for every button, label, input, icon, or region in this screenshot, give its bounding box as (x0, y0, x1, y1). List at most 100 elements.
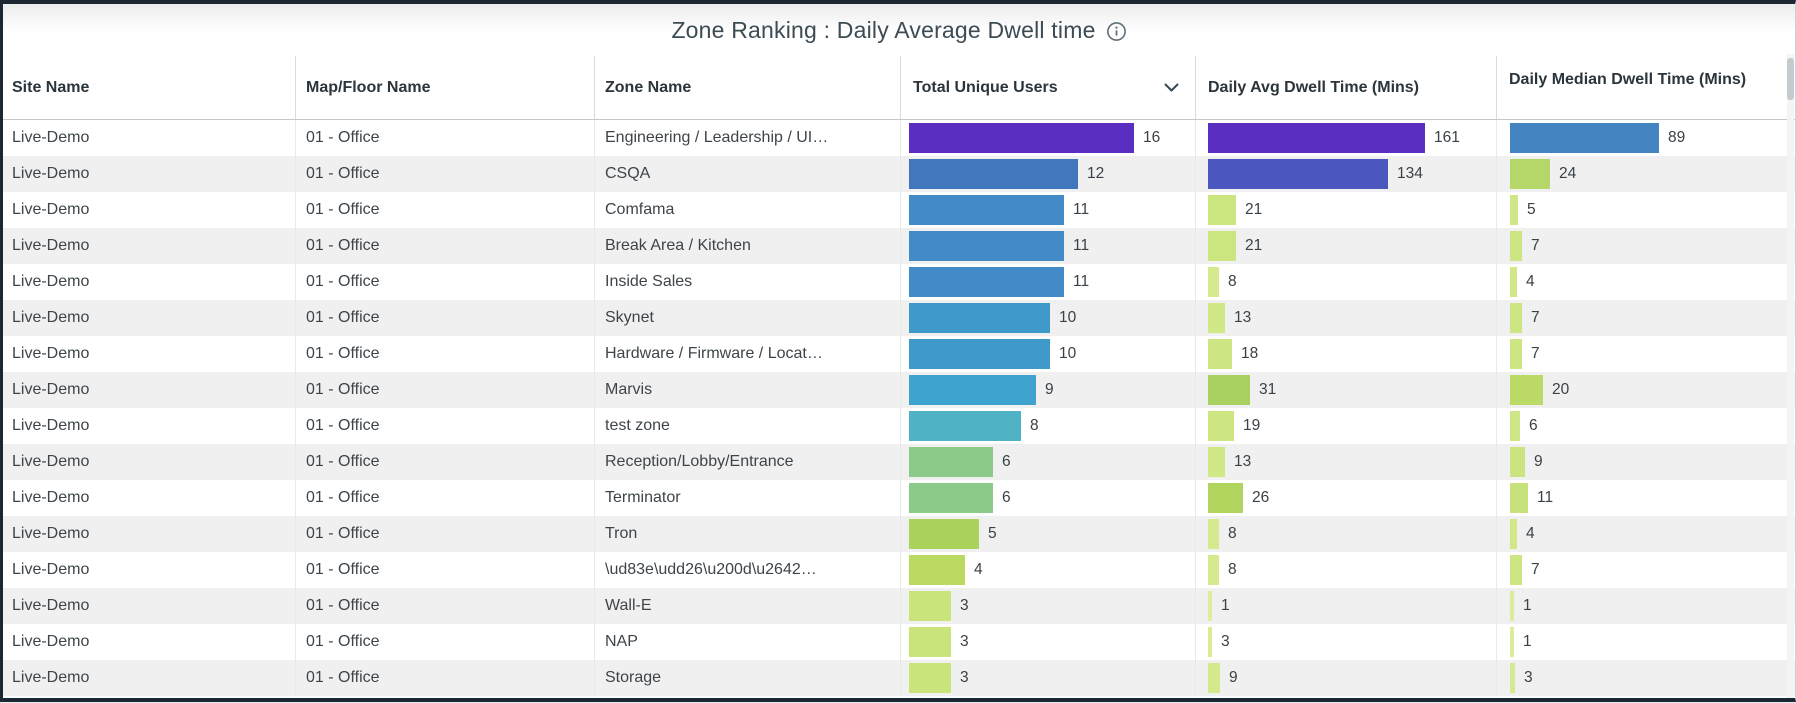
median-bar (1510, 267, 1517, 297)
users-value-label: 11 (1073, 237, 1090, 254)
column-header-site-name[interactable]: Site Name (3, 56, 295, 119)
avg-value-label: 21 (1245, 237, 1263, 254)
median-bar-cell: 4 (1496, 516, 1795, 552)
avg-bar-cell: 26 (1195, 480, 1496, 516)
users-value-label: 11 (1073, 201, 1090, 218)
users-value-label: 3 (960, 633, 969, 650)
map-floor-name-cell: 01 - Office (295, 660, 594, 696)
median-value-label: 5 (1527, 201, 1536, 218)
column-header-daily-avg-dwell-time[interactable]: Daily Avg Dwell Time (Mins) (1195, 56, 1496, 119)
avg-bar-cell: 13 (1195, 300, 1496, 336)
users-bar-cell: 6 (900, 480, 1195, 516)
avg-bar-cell: 13 (1195, 444, 1496, 480)
table-body: Live-Demo 01 - Office Engineering / Leader… (3, 120, 1795, 703)
avg-bar-cell: 161 (1195, 120, 1496, 156)
avg-bar-cell: 134 (1195, 156, 1496, 192)
users-bar-cell: 12 (900, 156, 1195, 192)
users-bar-cell: 3 (900, 624, 1195, 660)
table-row: Live-Demo 01 - Office Hardware / Firmware … (3, 336, 1795, 372)
avg-bar (1208, 663, 1220, 693)
map-floor-name-cell: 01 - Office (295, 480, 594, 516)
avg-value-label: 31 (1259, 381, 1277, 398)
column-header-label: Zone Name (605, 78, 692, 96)
avg-bar (1208, 303, 1225, 333)
median-bar-cell: 7 (1496, 228, 1795, 264)
avg-bar-cell: 21 (1195, 228, 1496, 264)
column-header-zone-name[interactable]: Zone Name (594, 56, 900, 119)
median-bar-cell: 7 (1496, 552, 1795, 588)
users-value-label: 4 (974, 561, 983, 578)
zone-name-cell: Hardware / Firmware / Locat… (594, 336, 900, 372)
avg-value-label: 134 (1397, 165, 1423, 182)
site-name-cell: Live-Demo (12, 597, 90, 614)
avg-value-label: 18 (1241, 345, 1259, 362)
map-floor-name-cell: 01 - Office (295, 372, 594, 408)
median-value-label: 4 (1526, 525, 1535, 542)
median-value-label: 24 (1559, 165, 1577, 182)
avg-bar (1208, 519, 1219, 549)
users-value-label: 6 (1002, 453, 1011, 470)
table-row: Live-Demo 01 - Office Wall-E 3 1 1 (3, 588, 1795, 624)
zone-name-cell: Inside Sales (594, 264, 900, 300)
column-header-total-unique-users[interactable]: Total Unique Users (900, 56, 1195, 119)
map-floor-name-cell: 01 - Office (295, 624, 594, 660)
avg-value-label: 13 (1234, 309, 1252, 326)
users-bar-cell: 9 (900, 372, 1195, 408)
median-bar-cell: 9 (1496, 444, 1795, 480)
site-name-cell: Live-Demo (12, 489, 90, 506)
users-bar (909, 375, 1036, 405)
table-row: Live-Demo 01 - Office Engineering / Leader… (3, 120, 1795, 156)
users-bar-cell: 8 (900, 408, 1195, 444)
median-bar (1510, 303, 1522, 333)
column-header-map-floor-name[interactable]: Map/Floor Name (295, 56, 594, 119)
users-bar (909, 411, 1021, 441)
median-value-label: 7 (1531, 561, 1540, 578)
map-floor-name-cell: 01 - Office (295, 120, 594, 156)
median-bar-cell: 1 (1496, 624, 1795, 660)
users-bar-cell: 5 (900, 516, 1195, 552)
zone-name-cell: NAP (594, 624, 900, 660)
median-value-label: 7 (1531, 345, 1540, 362)
median-bar (1510, 375, 1543, 405)
site-name-cell: Live-Demo (12, 345, 90, 362)
median-bar-cell: 89 (1496, 120, 1795, 156)
users-bar (909, 519, 979, 549)
avg-value-label: 8 (1228, 525, 1237, 542)
users-bar-cell: 11 (900, 228, 1195, 264)
table-row: Live-Demo 01 - Office CSQA 12 134 24 (3, 156, 1795, 192)
zone-name-cell: test zone (594, 408, 900, 444)
avg-value-label: 21 (1245, 201, 1263, 218)
map-floor-name-cell: 01 - Office (295, 444, 594, 480)
avg-value-label: 3 (1221, 633, 1230, 650)
vertical-scrollbar-track[interactable] (1787, 54, 1794, 698)
users-bar (909, 447, 993, 477)
median-bar-cell: 7 (1496, 300, 1795, 336)
map-floor-name-cell: 01 - Office (295, 408, 594, 444)
avg-bar (1208, 591, 1212, 621)
median-bar (1510, 339, 1522, 369)
median-value-label: 1 (1523, 597, 1532, 614)
median-bar-cell: 6 (1496, 408, 1795, 444)
info-icon[interactable] (1106, 21, 1127, 42)
zone-name-cell: Marvis (594, 372, 900, 408)
avg-bar (1208, 123, 1425, 153)
column-header-label: Site Name (12, 78, 90, 96)
users-bar (909, 159, 1078, 189)
median-bar (1510, 411, 1520, 441)
site-name-cell: Live-Demo (12, 273, 90, 290)
site-name-cell: Live-Demo (12, 453, 90, 470)
median-bar-cell: 3 (1496, 660, 1795, 696)
table-row: Live-Demo 01 - Office NAP 3 3 1 (3, 624, 1795, 660)
zone-name-cell: Break Area / Kitchen (594, 228, 900, 264)
users-value-label: 16 (1143, 129, 1161, 146)
column-header-daily-median-dwell-time[interactable]: Daily Median Dwell Time (Mins) (1496, 56, 1795, 119)
median-bar-cell: 24 (1496, 156, 1795, 192)
vertical-scrollbar-thumb[interactable] (1787, 58, 1794, 100)
table-row: Live-Demo 01 - Office test zone 8 19 6 (3, 408, 1795, 444)
median-bar (1510, 555, 1522, 585)
site-name-cell: Live-Demo (12, 381, 90, 398)
avg-bar (1208, 195, 1236, 225)
users-value-label: 6 (1002, 489, 1011, 506)
sort-chevron-down-icon[interactable] (1164, 83, 1179, 92)
